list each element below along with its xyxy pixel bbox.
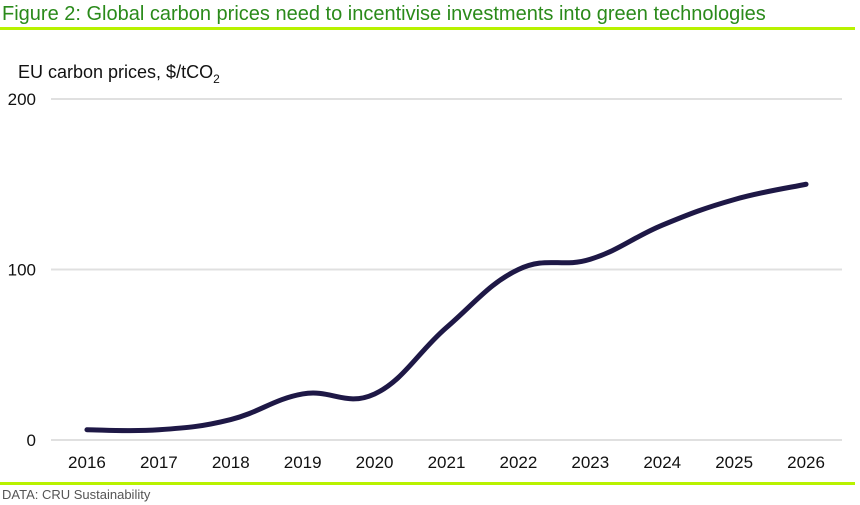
- x-tick-label: 2023: [571, 453, 609, 472]
- series-line: [84, 181, 809, 434]
- x-tick-label: 2020: [356, 453, 394, 472]
- figure-title: Figure 2: Global carbon prices need to i…: [2, 3, 766, 25]
- x-tick-label: 2024: [643, 453, 681, 472]
- x-tick-label: 2018: [212, 453, 250, 472]
- footer-rule: [0, 482, 855, 485]
- title-underline: [0, 27, 855, 30]
- y-axis-label: EU carbon prices, $/tCO2: [18, 62, 220, 86]
- y-axis-label-subscript: 2: [213, 72, 220, 86]
- x-tick-label: 2025: [715, 453, 753, 472]
- y-tick-label: 200: [8, 90, 36, 109]
- y-axis-label-text: EU carbon prices, $/tCO: [18, 62, 213, 82]
- x-tick-label: 2022: [499, 453, 537, 472]
- data-source: DATA: CRU Sustainability: [2, 487, 151, 502]
- x-tick-label: 2019: [284, 453, 322, 472]
- x-tick-label: 2026: [787, 453, 825, 472]
- x-tick-label: 2021: [428, 453, 466, 472]
- y-tick-label: 100: [8, 261, 36, 280]
- x-tick-label: 2016: [68, 453, 106, 472]
- y-tick-label: 0: [27, 431, 36, 450]
- x-tick-label: 2017: [140, 453, 178, 472]
